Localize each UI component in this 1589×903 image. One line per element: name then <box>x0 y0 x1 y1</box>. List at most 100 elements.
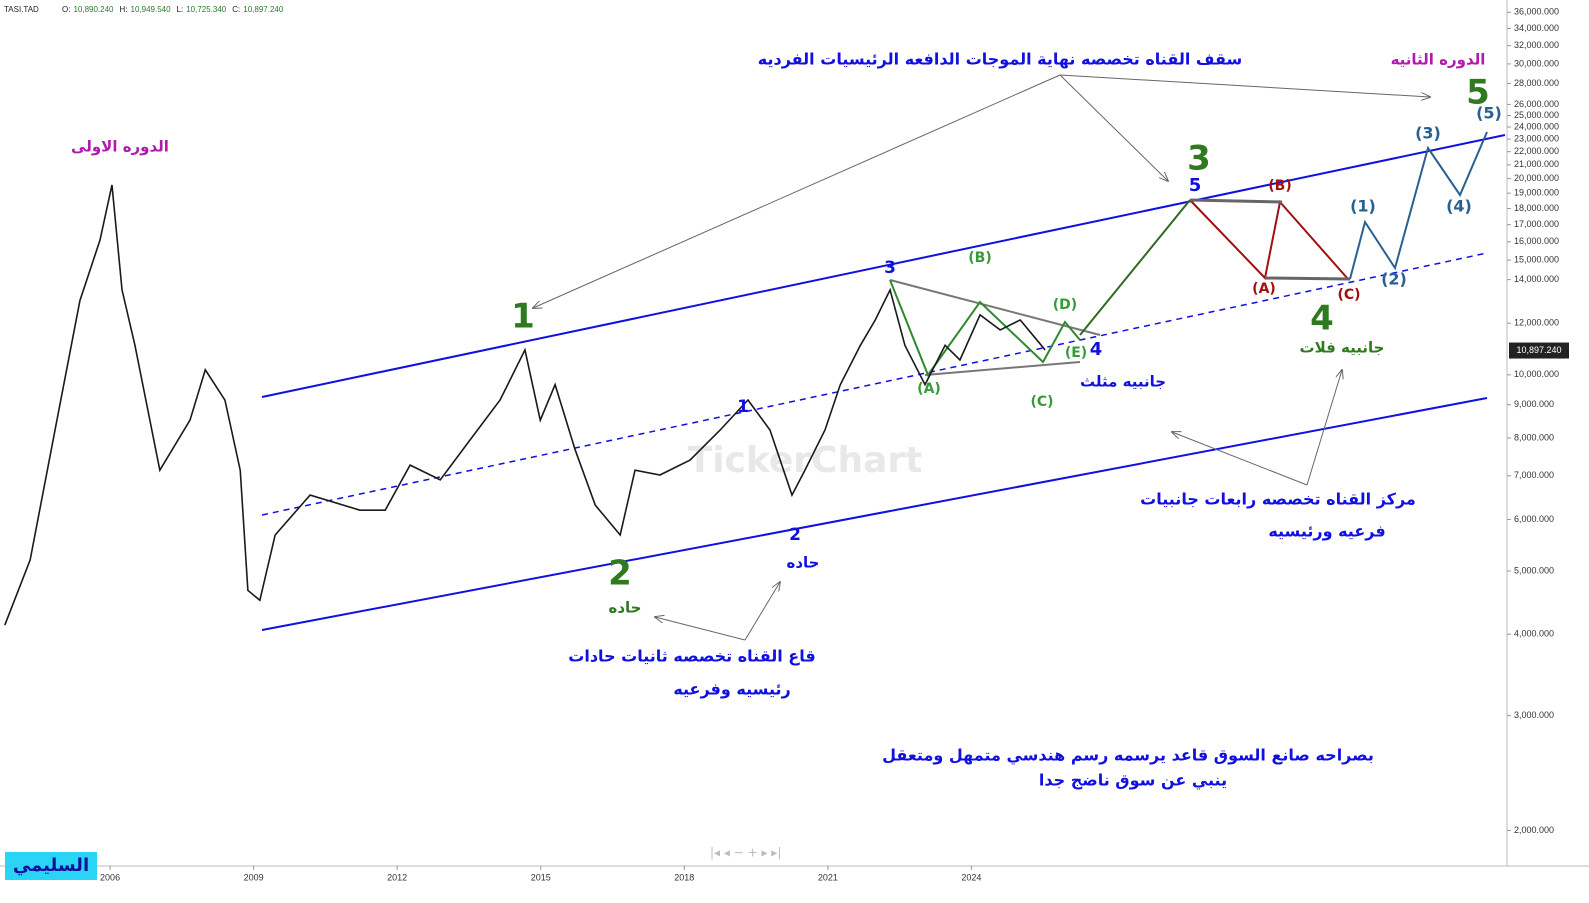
wave-drawing <box>889 131 1488 378</box>
x-tick-label: 2018 <box>674 872 694 882</box>
y-tick-label: 25,000.000 <box>1514 110 1559 120</box>
y-tick-label: 9,000.000 <box>1514 399 1554 409</box>
arrows <box>533 74 1430 641</box>
x-tick-label: 2021 <box>818 872 838 882</box>
header: TASI.TAD <box>4 5 39 14</box>
annotation: (4) <box>1446 197 1472 216</box>
annotation: الدوره الثانيه <box>1391 51 1486 69</box>
x-tick-label: 2012 <box>387 872 407 882</box>
annotation: 2 <box>608 554 632 594</box>
annotation: (1) <box>1350 197 1376 216</box>
y-tick-label: 34,000.000 <box>1514 23 1559 33</box>
wave-line <box>1349 131 1488 280</box>
last-price-label: 10,897.240 <box>1516 345 1561 355</box>
brand: السليمي <box>13 855 89 876</box>
watermark: TickerChart <box>688 440 923 481</box>
arrow <box>1172 432 1308 486</box>
toolbar[interactable]: |◂ ◂ − + ▸ ▸| <box>710 846 781 860</box>
annotation: قاع القناه تخصصه ثانيات حادات <box>568 647 815 666</box>
annotation: (B) <box>968 250 991 266</box>
y-tick-label: 20,000.000 <box>1514 173 1559 183</box>
x-tick-label: 2015 <box>531 872 551 882</box>
arrow <box>655 617 746 641</box>
y-tick-label: 8,000.000 <box>1514 432 1554 442</box>
channel-top <box>261 134 1506 398</box>
x-tick-label: 2006 <box>100 872 120 882</box>
last-price-box <box>1509 342 1569 359</box>
annotation: 5 <box>1466 73 1490 113</box>
toolbar-icons[interactable]: |◂ ◂ − + ▸ ▸| <box>710 846 781 860</box>
annotation: حاده <box>787 554 820 572</box>
annotation: (D) <box>1053 297 1077 313</box>
y-tick-label: 10,000.000 <box>1514 369 1559 379</box>
annotation: (5) <box>1476 104 1502 123</box>
annotation: بصراحه صانع السوق قاعد يرسمه رسم هندسي م… <box>882 746 1374 766</box>
annotation: رئيسيه وفرعيه <box>673 680 790 699</box>
y-tick-label: 3,000.000 <box>1514 710 1554 720</box>
annotation: ينبي عن سوق ناضج جدا <box>1039 771 1227 791</box>
annotation: (C) <box>1337 287 1360 303</box>
annotation: سقف القناه تخصصه نهاية الموجات الدافعه ا… <box>758 50 1242 69</box>
y-tick-label: 2,000.000 <box>1514 825 1554 835</box>
x-tick-label: 2024 <box>961 872 981 882</box>
price-line <box>4 184 1046 626</box>
annotation: 5 <box>1189 175 1202 196</box>
arrow <box>1059 74 1430 97</box>
y-tick-label: 30,000.000 <box>1514 58 1559 68</box>
y-tick-label: 14,000.000 <box>1514 274 1559 284</box>
arrow <box>1306 370 1342 486</box>
annotation: حاده <box>609 599 642 617</box>
y-tick-label: 16,000.000 <box>1514 236 1559 246</box>
quote-value: 10,725.340 <box>186 5 227 14</box>
wave-line <box>889 279 1081 378</box>
y-tick-label: 6,000.000 <box>1514 514 1554 524</box>
annotation: (A) <box>1252 281 1276 297</box>
annotation: جانبيه فلات <box>1300 339 1385 357</box>
y-tick-label: 19,000.000 <box>1514 188 1559 198</box>
arrow <box>533 74 1061 308</box>
annotation: جانبيه مثلث <box>1080 373 1166 391</box>
y-tick-label: 28,000.000 <box>1514 78 1559 88</box>
quote-label: C: <box>232 5 240 14</box>
channel <box>261 134 1506 631</box>
wave-line <box>1189 198 1283 204</box>
annotation: (3) <box>1415 124 1441 143</box>
y-tick-label: 26,000.000 <box>1514 99 1559 109</box>
channel-bottom <box>261 397 1488 631</box>
arrow <box>744 582 780 641</box>
triangle-line <box>924 361 1081 376</box>
annotation: (C) <box>1030 394 1053 410</box>
annotation: 2 <box>789 525 801 545</box>
x-tick-label: 2009 <box>244 872 264 882</box>
annotation: الدوره الاولى <box>71 138 169 156</box>
annotation: 3 <box>1187 139 1211 179</box>
brand-box <box>5 852 97 880</box>
y-tick-label: 12,000.000 <box>1514 318 1559 328</box>
annotation: 1 <box>511 297 535 337</box>
wave-line <box>1264 276 1351 281</box>
y-tick-label: 32,000.000 <box>1514 40 1559 50</box>
y-tick-label: 21,000.000 <box>1514 159 1559 169</box>
annotation: 4 <box>1310 299 1334 339</box>
annotation: 1 <box>737 397 749 417</box>
y-tick-label: 22,000.000 <box>1514 146 1559 156</box>
quote-value: 10,949.540 <box>131 5 172 14</box>
y-tick-label: 4,000.000 <box>1514 629 1554 639</box>
symbol: TASI.TAD <box>4 5 39 14</box>
quote-label: O: <box>62 5 70 14</box>
y-tick-label: 7,000.000 <box>1514 470 1554 480</box>
wave-line <box>1079 199 1191 336</box>
annotation: 4 <box>1090 339 1103 360</box>
quote-label: H: <box>120 5 128 14</box>
annotation: (A) <box>917 381 941 397</box>
y-tick-label: 23,000.000 <box>1514 133 1559 143</box>
y-tick-label: 15,000.000 <box>1514 254 1559 264</box>
annotation: (B) <box>1268 178 1291 194</box>
quote-value: 10,897.240 <box>243 5 284 14</box>
annotation: 3 <box>884 258 896 278</box>
annotation: مركز القناه تخصصه رابعات جانبيات <box>1140 490 1416 509</box>
y-tick-label: 18,000.000 <box>1514 203 1559 213</box>
y-tick-label: 24,000.000 <box>1514 121 1559 131</box>
